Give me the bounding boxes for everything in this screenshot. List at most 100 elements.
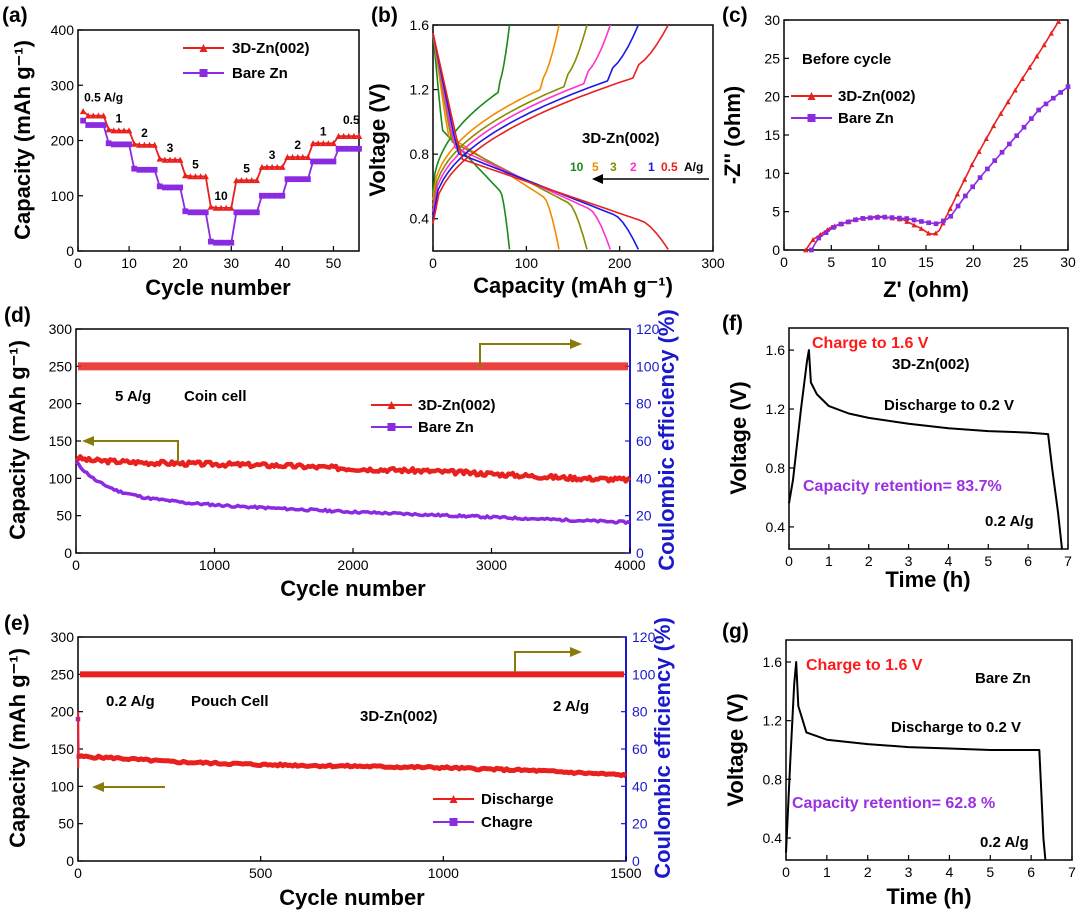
y-tick-label: 250: [51, 666, 75, 682]
data-point: [85, 112, 92, 119]
x-tick-label: 15: [918, 254, 934, 270]
x-tick-label: 4: [945, 553, 953, 569]
data-point: [202, 209, 209, 216]
data-point: [985, 166, 990, 172]
panel-b-unit: A/g: [684, 160, 703, 174]
panel-e-ylabel: Capacity (mAh g⁻¹): [5, 648, 30, 848]
data-point: [238, 177, 245, 184]
x-tick-label: 0: [780, 254, 788, 270]
data-point: [243, 177, 250, 184]
data-point: [345, 132, 352, 139]
panel-e-rate-low: 0.2 A/g: [106, 693, 155, 710]
y2-tick-label: 40: [632, 778, 648, 794]
x-tick-label: 1000: [199, 557, 230, 573]
data-point: [80, 117, 86, 124]
coulombic-efficiency-band: [80, 671, 624, 678]
y-tick-label: 100: [49, 470, 73, 486]
data-point: [904, 216, 910, 221]
panel-e-arrow-right: [514, 647, 582, 672]
x-tick-label: 1000: [428, 865, 459, 881]
data-point: [161, 156, 169, 163]
panel-b: (b) 0 100 200 300 0.4 0.8 1.2 1.6 3D-Zn(002) 1…: [365, 4, 725, 298]
panel-d-arrow-right-line: [479, 343, 572, 368]
y-tick-label: 0.4: [763, 830, 783, 846]
y-tick-label: 300: [51, 77, 75, 93]
data-point: [131, 140, 138, 147]
legend-label-3d-zn: 3D-Zn(002): [232, 40, 310, 57]
data-point: [115, 127, 123, 134]
data-point: [1034, 53, 1040, 59]
rate-label: 0.5 A/g: [84, 91, 123, 105]
panel-a-xticks: 0 10 20 30 40 50: [74, 246, 341, 271]
y2-tick-label: 100: [632, 666, 656, 682]
data-point: [320, 158, 327, 165]
y-tick-label: 5: [772, 204, 780, 220]
data-point: [919, 219, 924, 224]
data-point: [1055, 18, 1062, 24]
panel-e-xlabel: Cycle number: [279, 885, 425, 910]
data-point: [248, 209, 255, 216]
panel-b-frame: [432, 24, 714, 252]
x-tick-label: 6: [1027, 864, 1035, 880]
data-point: [882, 214, 888, 220]
data-point: [125, 127, 133, 134]
data-point: [141, 166, 148, 173]
panel-b-arrow-head: [592, 174, 603, 184]
rate-label-2: 2: [630, 160, 637, 174]
data-point: [345, 145, 352, 152]
panel-g-rate: 0.2 A/g: [980, 834, 1029, 851]
y-tick-label: 100: [51, 778, 75, 794]
panel-e: (e) 0 500 1000 1500 0 50 100 150 200 250 300 0 20 4…: [4, 612, 675, 910]
series-line-bare-zn: [82, 119, 359, 244]
data-point: [816, 235, 822, 241]
panel-g-charge-note: Charge to 1.6 V: [806, 657, 923, 674]
rate-label: 3: [269, 148, 276, 162]
panel-e-arrow-left: [92, 782, 165, 792]
data-point: [1005, 99, 1011, 105]
data-point: [1041, 42, 1047, 48]
data-point: [1051, 95, 1056, 101]
rate-label: 1: [320, 124, 327, 138]
y-tick-label: 200: [51, 133, 75, 149]
data-point: [356, 145, 362, 152]
panel-e-label: (e): [4, 612, 30, 635]
panel-d-yticks: 0 50 100 150 200 250 300: [49, 321, 81, 561]
legend-label-3d-zn-d: 3D-Zn(002): [418, 397, 496, 414]
x-tick-label: 5: [984, 553, 992, 569]
legend-label-bare-zn-d: Bare Zn: [418, 419, 474, 436]
rate-label-1: 1: [648, 160, 655, 174]
x-tick-label: 30: [223, 255, 239, 271]
data-point: [115, 141, 122, 148]
panel-g-series: [785, 661, 1047, 861]
rate-label: 1: [116, 112, 123, 126]
x-tick-label: 5: [827, 254, 835, 270]
data-point: [264, 192, 270, 199]
panel-g: (g) 0 1 2 3 4 5 6 7 0.4 0.8 1.2 1.6 Charge to 1.6 …: [722, 620, 1076, 909]
x-tick-label: 0: [429, 255, 437, 271]
x-tick-label: 1: [823, 864, 831, 880]
panel-b-title: 3D-Zn(002): [582, 130, 660, 147]
panel-f-charge-note: Charge to 1.6 V: [812, 335, 929, 352]
panel-g-xticks: 0 1 2 3 4 5 6 7: [782, 855, 1076, 880]
data-point: [933, 221, 939, 227]
y-tick-label: 0: [66, 243, 74, 259]
data-point: [1065, 84, 1071, 90]
x-tick-label: 20: [966, 254, 982, 270]
rate-label-5: 5: [592, 160, 599, 174]
rate-label-0.5: 0.5: [661, 160, 678, 174]
panel-e-xticks: 0 500 1000 1500: [74, 856, 642, 881]
data-point: [1021, 124, 1027, 130]
data-point: [90, 112, 97, 119]
panel-g-yticks: 0.4 0.8 1.2 1.6: [763, 654, 791, 846]
panel-b-label: (b): [371, 4, 398, 27]
data-point: [176, 156, 184, 163]
x-tick-label: 0: [782, 864, 790, 880]
panel-e-arrow-right-head: [570, 647, 582, 657]
y2-tick-label: 20: [632, 816, 648, 832]
y-tick-label: 1.6: [766, 342, 786, 358]
x-tick-label: 30: [1060, 254, 1076, 270]
panel-a-series: [79, 108, 363, 246]
y-tick-label: 1.6: [410, 17, 430, 33]
data-point: [809, 247, 814, 253]
panel-a-label: (a): [2, 4, 28, 27]
